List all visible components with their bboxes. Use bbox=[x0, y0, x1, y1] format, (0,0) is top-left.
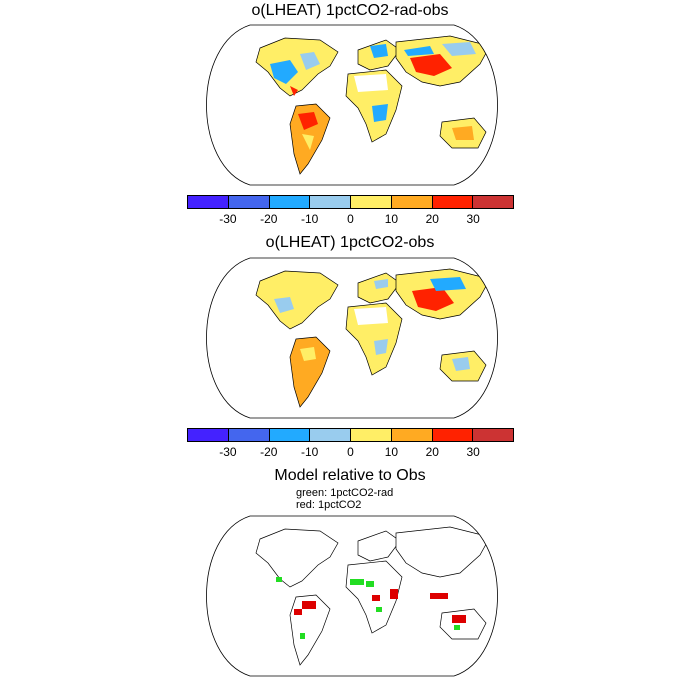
colorbar-2-segment bbox=[188, 429, 229, 441]
colorbar-2-tick-label: 0 bbox=[347, 445, 354, 459]
colorbar-1-tick-label: -20 bbox=[260, 212, 278, 226]
panel-3-title: Model relative to Obs bbox=[274, 467, 426, 484]
colorbar-1-segment bbox=[391, 196, 433, 208]
colorbar-2-segment bbox=[310, 429, 351, 441]
world-map-panel-2 bbox=[206, 257, 498, 419]
colorbar-2-tick-label: 20 bbox=[425, 445, 439, 459]
red-highlight-areas bbox=[294, 589, 466, 623]
colorbar-1-tick-label: 30 bbox=[466, 212, 480, 226]
colorbar-1-tick-label: 0 bbox=[347, 212, 354, 226]
colorbar-2-tick-label: -20 bbox=[260, 445, 278, 459]
colorbar-1-segment bbox=[473, 196, 513, 208]
colorbar-1-tick-label: -10 bbox=[300, 212, 319, 226]
legend-green: green: 1pctCO2-rad bbox=[296, 487, 394, 499]
colorbar-1-tick-label: 10 bbox=[384, 212, 399, 226]
colorbar-1-segment bbox=[351, 196, 392, 208]
colorbar-1-segment bbox=[269, 196, 311, 208]
panel-2-title: o(LHEAT) 1pctCO2-obs bbox=[265, 234, 435, 251]
colorbar-2-segment bbox=[391, 429, 433, 441]
world-map-panel-3 bbox=[206, 515, 498, 677]
colorbar-2-tick-label: -10 bbox=[300, 445, 319, 459]
legend-red: red: 1pctCO2 bbox=[296, 499, 362, 511]
green-highlight-areas bbox=[276, 577, 460, 639]
colorbar-2-tick-label: -30 bbox=[219, 445, 237, 459]
colorbar-2-segment bbox=[228, 429, 270, 441]
colorbar-2-segment bbox=[473, 429, 513, 441]
colorbar-2-segment bbox=[351, 429, 392, 441]
colorbar-2-segment bbox=[269, 429, 311, 441]
colorbar-1-labels: -30 -20 -10 0 10 20 30 bbox=[187, 212, 514, 226]
world-map-panel-1 bbox=[206, 24, 498, 186]
colorbar-2 bbox=[187, 428, 514, 442]
colorbar-1 bbox=[187, 195, 514, 209]
colorbar-2-tick-label: 30 bbox=[466, 445, 480, 459]
colorbar-1-tick-label: -30 bbox=[219, 212, 237, 226]
colorbar-1-segment bbox=[310, 196, 351, 208]
colorbar-1-segment bbox=[228, 196, 270, 208]
panel-1-title: o(LHEAT) 1pctCO2-rad-obs bbox=[251, 2, 449, 19]
colorbar-1-tick-label: 20 bbox=[425, 212, 439, 226]
colorbar-2-labels: -30 -20 -10 0 10 20 30 bbox=[187, 445, 514, 459]
colorbar-2-tick-label: 10 bbox=[384, 445, 399, 459]
colorbar-1-segment bbox=[432, 196, 474, 208]
colorbar-1-segment bbox=[188, 196, 229, 208]
colorbar-2-segment bbox=[432, 429, 474, 441]
